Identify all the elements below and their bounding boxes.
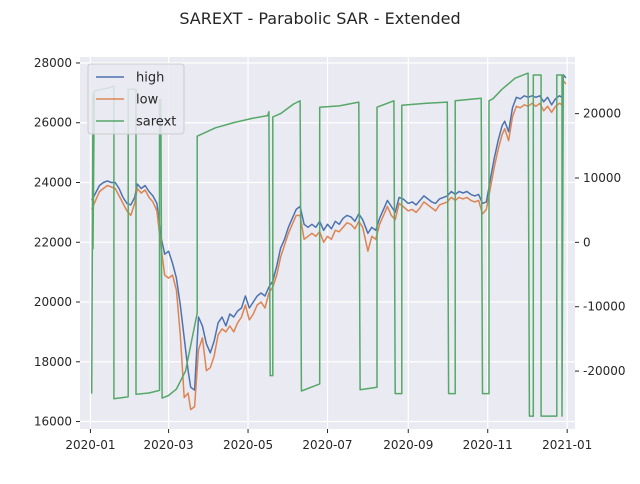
x-tick-label: 2020-03 — [144, 438, 194, 452]
series-line-low — [91, 80, 567, 411]
y-right-tick-label: 0 — [583, 235, 591, 249]
legend: high low sarext — [87, 63, 185, 135]
legend-label-high: high — [136, 71, 164, 86]
x-tick-label: 2020-05 — [223, 438, 273, 452]
legend-label-sarext: sarext — [136, 115, 176, 130]
y-right-tick-label: -10000 — [583, 300, 626, 314]
x-tick-label: 2020-07 — [302, 438, 352, 452]
legend-box — [87, 63, 185, 135]
legend-label-low: low — [136, 93, 159, 108]
x-tick-label: 2020-09 — [383, 438, 433, 452]
y-left-tick-label: 16000 — [34, 415, 72, 429]
x-tick-label: 2021-01 — [542, 438, 592, 452]
y-left-tick-label: 20000 — [34, 295, 72, 309]
x-tick-label: 2020-11 — [463, 438, 513, 452]
x-tick-label: 2020-01 — [65, 438, 115, 452]
y-right-tick-label: -20000 — [583, 364, 626, 378]
y-left-tick-label: 26000 — [34, 116, 72, 130]
y-left-tick-label: 18000 — [34, 355, 72, 369]
series-layer — [90, 72, 567, 417]
y-left-tick-label: 28000 — [34, 56, 72, 70]
axes: 2020-01 2020-03 2020-05 2020-07 2020-09 2020-… — [34, 56, 626, 452]
y-left-tick-label: 22000 — [34, 235, 72, 249]
series-line-high — [91, 74, 567, 391]
y-right-tick-label: 10000 — [583, 171, 621, 185]
y-right-tick-label: 20000 — [583, 107, 621, 121]
chart-title: SAREXT - Parabolic SAR - Extended — [179, 9, 460, 28]
y-left-tick-label: 24000 — [34, 175, 72, 189]
series-line-sarext — [90, 72, 565, 417]
